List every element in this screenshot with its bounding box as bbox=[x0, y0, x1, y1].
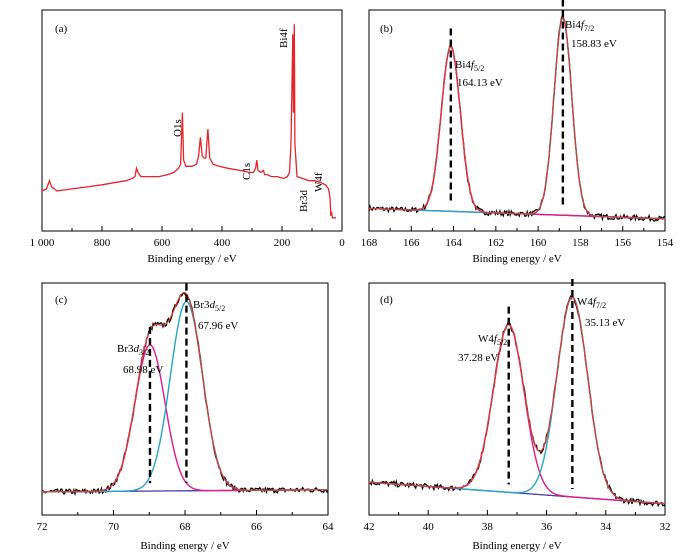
peak-label-bi4f52: Bi4f5/2 bbox=[455, 59, 484, 73]
panel-c: 72 70 68 66 64 (c) Binding energy / eV Br3d3… bbox=[37, 282, 335, 552]
panel-b-frame bbox=[368, 9, 666, 232]
peak-value-w4f52: 37.28 eV bbox=[458, 352, 498, 364]
annotation-o1s: O1s bbox=[172, 119, 184, 137]
x-tick-label: 40 bbox=[423, 521, 435, 533]
x-tick-label: 0 bbox=[339, 237, 345, 249]
peak-fit-line-2 bbox=[369, 16, 665, 220]
x-tick-label: 160 bbox=[530, 237, 547, 249]
panel-a-xlabel: Binding energy / eV bbox=[147, 253, 236, 265]
envelope-line bbox=[368, 296, 666, 505]
x-tick-label: 158 bbox=[572, 237, 589, 249]
panel-a-plot bbox=[41, 24, 336, 219]
panel-a-ticks: 1 000 800 600 400 200 0 bbox=[30, 226, 345, 249]
envelope-line bbox=[369, 16, 665, 220]
x-tick-label: 72 bbox=[37, 521, 48, 533]
peak-value-bi4f72: 158.83 eV bbox=[571, 38, 617, 50]
x-tick-label: 32 bbox=[660, 521, 671, 533]
x-tick-label: 68 bbox=[180, 521, 192, 533]
x-tick-label: 164 bbox=[445, 237, 462, 249]
peak-label-br3d32: Br3d3/2 bbox=[117, 343, 149, 357]
panel-b-plot bbox=[368, 0, 666, 223]
panel-d-xlabel: Binding energy / eV bbox=[472, 540, 561, 552]
x-tick-label: 800 bbox=[94, 237, 111, 249]
panel-d-label: (d) bbox=[380, 294, 393, 306]
panel-b-label: (b) bbox=[380, 23, 393, 35]
peak-value-bi4f52: 164.13 eV bbox=[457, 77, 503, 89]
x-tick-label: 156 bbox=[614, 237, 631, 249]
raw-data-line bbox=[368, 13, 666, 223]
x-tick-label: 200 bbox=[274, 237, 291, 249]
annotation-c1s: C1s bbox=[241, 163, 253, 180]
peak-fit-line-1 bbox=[42, 344, 328, 493]
peak-value-br3d32: 68.98 eV bbox=[123, 364, 163, 376]
peak-fit-line-2 bbox=[42, 300, 328, 493]
x-tick-label: 38 bbox=[482, 521, 494, 533]
x-tick-label: 66 bbox=[251, 521, 263, 533]
peak-fit-line-1 bbox=[369, 45, 665, 220]
raw-data-line bbox=[41, 291, 329, 497]
panel-c-plot bbox=[41, 283, 329, 497]
x-tick-label: 400 bbox=[214, 237, 231, 249]
x-tick-label: 36 bbox=[541, 521, 553, 533]
envelope-line bbox=[42, 291, 328, 493]
x-tick-label: 34 bbox=[600, 521, 612, 533]
x-tick-label: 64 bbox=[323, 521, 335, 533]
peak-value-br3d52: 67.96 eV bbox=[198, 320, 238, 332]
panel-d-ticks: 42 40 38 36 34 32 bbox=[364, 510, 671, 533]
peak-label-br3d52: Br3d5/2 bbox=[193, 299, 225, 313]
panel-d-plot bbox=[368, 279, 666, 508]
panel-b: 168 166 164 162 160 158 156 154 (b) Binding ene… bbox=[361, 0, 674, 265]
x-tick-label: 70 bbox=[108, 521, 120, 533]
panel-c-xlabel: Binding energy / eV bbox=[140, 540, 229, 552]
panel-a: 1 000 800 600 400 200 0 (a) Binding energy / … bbox=[30, 9, 345, 265]
x-tick-label: 154 bbox=[657, 237, 674, 249]
x-tick-label: 600 bbox=[154, 237, 171, 249]
peak-value-w4f72: 35.13 eV bbox=[585, 317, 625, 329]
annotation-w4f: W4f bbox=[313, 172, 325, 192]
panel-c-label: (c) bbox=[55, 294, 68, 306]
panel-d: 42 40 38 36 34 32 (d) Binding energy / eV W4f… bbox=[364, 279, 671, 552]
x-tick-label: 1 000 bbox=[30, 237, 55, 249]
panel-c-ticks: 72 70 68 66 64 bbox=[37, 510, 335, 533]
peak-fit-line-1 bbox=[368, 323, 666, 505]
panel-a-label: (a) bbox=[55, 23, 68, 35]
panel-b-xlabel: Binding energy / eV bbox=[472, 253, 561, 265]
panel-b-ticks: 168 166 164 162 160 158 156 154 bbox=[361, 226, 674, 249]
x-tick-label: 168 bbox=[361, 237, 378, 249]
peak-label-w4f72: W4f7/2 bbox=[577, 296, 606, 310]
x-tick-label: 162 bbox=[488, 237, 505, 249]
annotation-br3d: Br3d bbox=[298, 190, 310, 213]
x-tick-label: 42 bbox=[364, 521, 375, 533]
survey-spectrum-line bbox=[41, 24, 336, 219]
annotation-bi4f: Bi4f bbox=[278, 28, 290, 48]
panel-a-frame bbox=[41, 9, 343, 232]
peak-label-bi4f72: Bi4f7/2 bbox=[565, 19, 594, 33]
x-tick-label: 166 bbox=[403, 237, 420, 249]
